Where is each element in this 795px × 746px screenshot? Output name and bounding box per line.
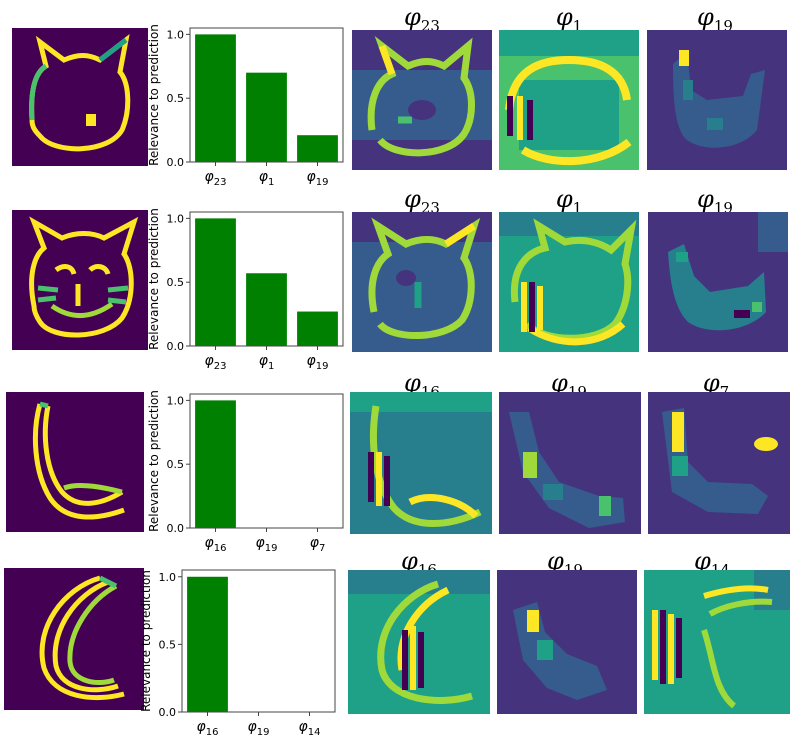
y-tick-label: 1.0 (159, 571, 177, 584)
bar (246, 72, 287, 162)
y-axis-label: Relevance to prediction (148, 208, 161, 350)
input-sketch-banana (6, 392, 144, 532)
bar (297, 311, 338, 346)
feature-map-title: φ1 (555, 3, 583, 35)
bar (246, 273, 287, 346)
x-tick-label: φ7 (310, 535, 326, 554)
input-sketch-cat-2 (12, 210, 148, 350)
x-tick-label: φ16 (197, 719, 219, 738)
feature-map-crescent-heatmap (644, 570, 790, 714)
feature-map-cat-heatmap (499, 212, 639, 352)
feature-map-banana-heatmap (350, 392, 492, 534)
feature-map-banana-heatmap (648, 392, 790, 534)
figure-row-cat-1: Relevance to prediction 0.0 0.5 1.0 φ23 φ1 φ19… (0, 0, 795, 188)
relevance-chart-2: Relevance to prediction 0.0 0.5 1.0 φ23 φ1 φ19 (147, 206, 348, 376)
y-tick-label: 1.0 (167, 394, 185, 407)
x-tick-label: φ19 (307, 353, 329, 372)
y-axis-label: Relevance to prediction (148, 390, 161, 532)
y-tick-label: 1.0 (167, 28, 185, 41)
y-axis-label: Relevance to prediction (140, 570, 153, 712)
bar (195, 218, 236, 346)
input-sketch-crescent (4, 568, 144, 710)
bar (297, 135, 338, 162)
feature-map-cat-heatmap (648, 212, 788, 352)
x-tick-label: φ1 (259, 169, 275, 188)
feature-map-title: φ1 (555, 185, 583, 217)
feature-map-cat-heatmap (647, 30, 787, 170)
bar (187, 576, 228, 712)
x-tick-label: φ23 (205, 169, 227, 188)
y-tick-label: 0.5 (159, 638, 177, 651)
x-tick-label: φ16 (205, 535, 227, 554)
bar (195, 34, 236, 162)
y-axis-label: Relevance to prediction (148, 24, 161, 166)
feature-map-cat-heatmap (499, 30, 639, 170)
y-tick-label: 0.0 (167, 156, 185, 169)
x-tick-label: φ19 (248, 719, 270, 738)
input-sketch-cat-1 (12, 28, 148, 166)
figure-row-banana-1: Relevance to prediction 0.0 0.5 1.0 φ16 φ19 φ7… (0, 368, 795, 554)
relevance-chart-3: Relevance to prediction 0.0 0.5 1.0 φ16 φ19 φ7 (147, 388, 348, 558)
feature-map-crescent-heatmap (497, 570, 637, 714)
figure-row-cat-2: Relevance to prediction 0.0 0.5 1.0 φ23 φ1 φ19… (0, 185, 795, 372)
x-tick-label: φ14 (299, 719, 321, 738)
bar (195, 400, 236, 528)
figure-row-banana-2: Relevance to prediction 0.0 0.5 1.0 φ16 φ19 φ1… (0, 548, 795, 742)
y-tick-label: 0.0 (167, 522, 185, 535)
feature-map-title: φ7 (702, 369, 730, 401)
x-tick-label: φ19 (307, 169, 329, 188)
x-tick-label: φ1 (259, 353, 275, 372)
y-tick-label: 0.5 (167, 92, 185, 105)
y-tick-label: 0.0 (167, 340, 185, 353)
feature-map-banana-heatmap (499, 392, 641, 534)
relevance-chart-1: Relevance to prediction 0.0 0.5 1.0 φ23 φ1 φ19 (147, 22, 348, 192)
feature-map-crescent-heatmap (348, 570, 490, 714)
y-tick-label: 0.0 (159, 706, 177, 719)
relevance-chart-4: Relevance to prediction 0.0 0.5 1.0 φ16 φ19 φ1… (139, 564, 340, 742)
x-tick-label: φ19 (256, 535, 278, 554)
y-tick-label: 0.5 (167, 276, 185, 289)
x-tick-label: φ23 (205, 353, 227, 372)
feature-map-cat-heatmap (352, 30, 492, 170)
feature-map-cat-heatmap (352, 212, 492, 352)
y-tick-label: 1.0 (167, 212, 185, 225)
y-tick-label: 0.5 (167, 458, 185, 471)
